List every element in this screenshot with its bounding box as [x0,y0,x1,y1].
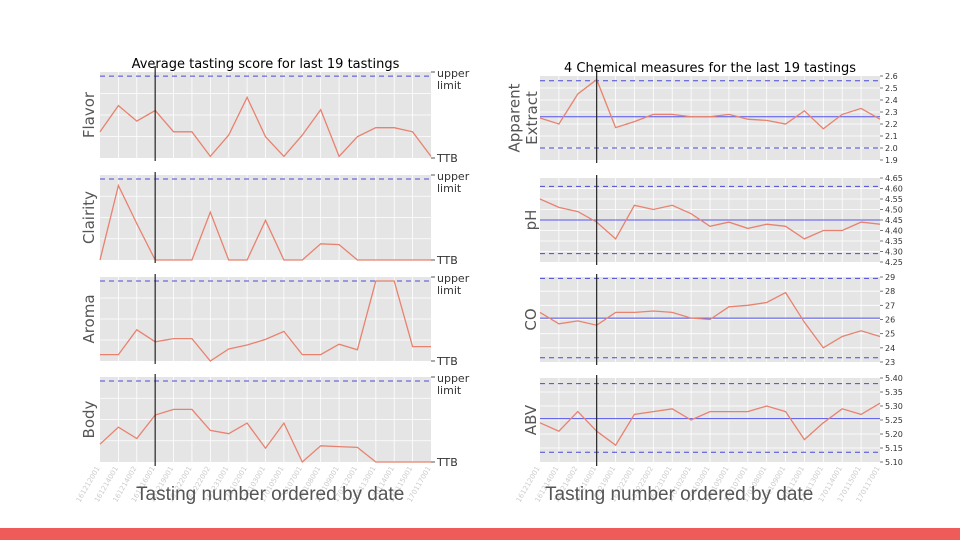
y-tick-label: 2.3 [885,108,898,117]
y-tick-label: 5.15 [885,444,903,453]
panel-4: 1.9 2.0 2.1 2.2 2.3 2.4 2.5 2.6 ApparentExtract 4… [506,61,898,165]
y-tick-label: 4.45 [885,216,903,225]
upper-limit-label: limit [437,284,462,297]
y-axis-label-line: Apparent [506,83,524,152]
y-axis-label: pH [522,210,540,231]
upper-limit-label: limit [437,182,462,195]
y-tick-label: 27 [885,301,895,310]
y-tick-label: 4.60 [885,185,903,194]
y-axis-label: ApparentExtract [506,83,541,152]
chart-title: 4 Chemical measures for the last 19 tast… [564,61,856,76]
y-axis-label: ABV [522,404,540,435]
y-tick-label: 5.20 [885,430,903,439]
y-tick-label: 29 [885,273,895,282]
y-axis-label: Flavor [80,91,98,138]
left-x-axis-title: Tasting number ordered by date [136,484,405,505]
panel-6: 23 24 25 26 27 28 29 CO [522,273,895,367]
y-tick-label: 24 [885,344,895,353]
ttb-label: TTB [436,254,458,267]
y-tick-label: 25 [885,330,895,339]
y-tick-label: 1.9 [885,156,898,165]
y-tick-label: 2.6 [885,72,898,81]
y-tick-label: 26 [885,316,895,325]
y-tick-label: 5.35 [885,388,903,397]
y-tick-label: 5.40 [885,374,903,383]
upper-limit-label: limit [437,384,462,397]
y-axis-label: Clairity [80,191,98,244]
y-tick-label: 2.4 [885,96,898,105]
y-axis-label: CO [522,308,540,330]
y-tick-label: 5.25 [885,416,903,425]
y-tick-label: 4.65 [885,174,903,183]
y-axis-label-line: Extract [523,91,541,145]
upper-limit-label: upper [437,170,470,183]
upper-limit-label: upper [437,272,470,285]
chart-title: Average tasting score for last 19 tastin… [132,57,400,72]
y-tick-label: 2.1 [885,132,898,141]
upper-limit-label: limit [437,79,462,92]
right-x-axis-title: Tasting number ordered by date [545,484,814,505]
y-tick-label: 4.35 [885,237,903,246]
ttb-label: TTB [436,456,458,469]
y-tick-label: 28 [885,287,895,296]
y-tick-label: 2.2 [885,120,898,129]
y-tick-label: 5.10 [885,458,903,467]
y-tick-label: 2.0 [885,144,898,153]
y-tick-label: 4.55 [885,195,903,204]
y-tick-label: 4.25 [885,258,903,267]
y-tick-label: 5.30 [885,402,903,411]
upper-limit-label: upper [437,372,470,385]
y-axis-label: Aroma [80,294,98,343]
y-axis-label: Body [80,400,98,438]
y-tick-label: 4.40 [885,227,903,236]
y-tick-label: 2.5 [885,84,898,93]
ttb-label: TTB [436,152,458,165]
y-tick-label: 4.30 [885,248,903,257]
ttb-label: TTB [436,355,458,368]
y-tick-label: 23 [885,358,895,367]
panel-5: 4.254.30 4.354.40 4.454.50 4.554.60 4.65 pH [522,174,903,267]
y-tick-label: 4.50 [885,206,903,215]
panel-7: 5.10 5.15 5.20 5.25 5.30 5.35 5.40 ABV [522,374,903,467]
upper-limit-label: upper [437,67,470,80]
footer-accent-bar [0,528,960,540]
